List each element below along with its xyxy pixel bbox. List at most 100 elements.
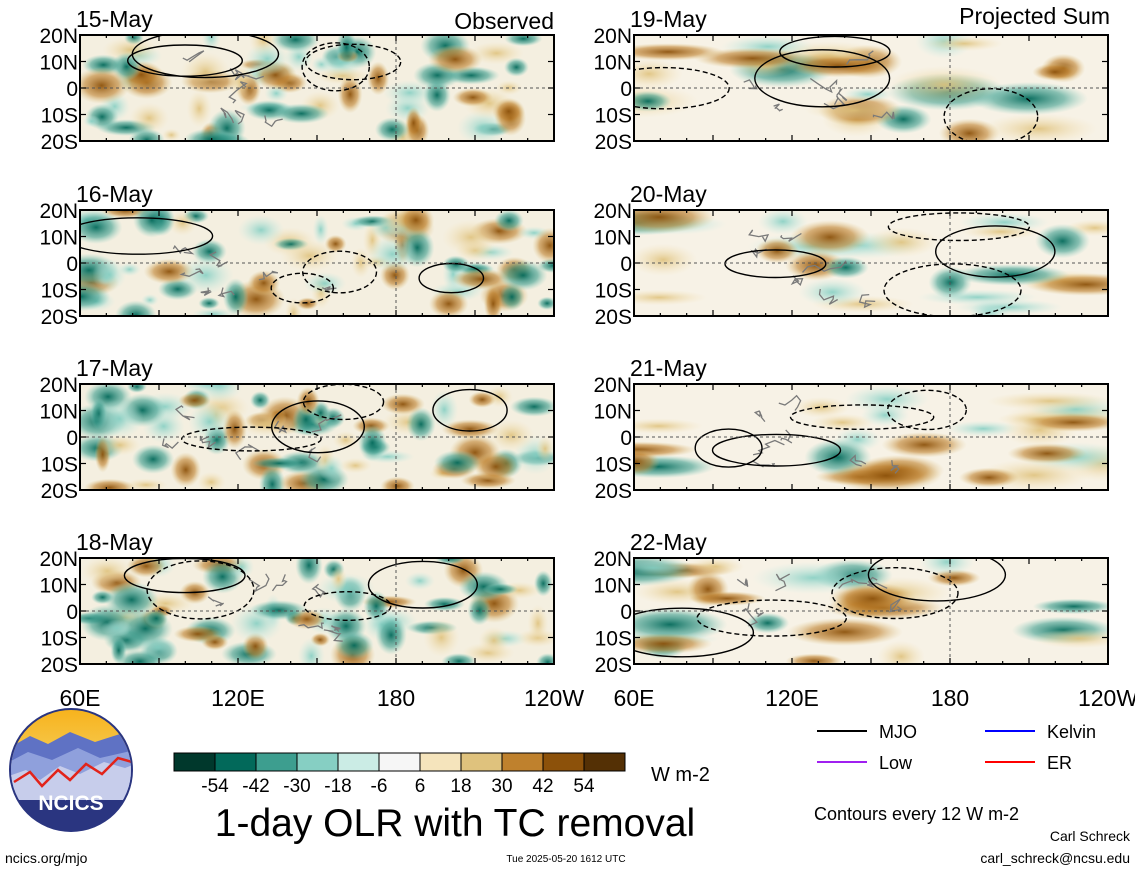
olr-anomaly-blob — [745, 612, 790, 634]
olr-anomaly-blob — [634, 607, 728, 642]
olr-anomaly-blob — [535, 436, 554, 462]
olr-anomaly-blob — [128, 128, 165, 141]
olr-anomaly-blob — [222, 278, 249, 316]
olr-anomaly-blob — [509, 396, 554, 417]
colorbar-tick: 30 — [491, 776, 512, 797]
olr-anomaly-blob — [980, 113, 1098, 141]
olr-anomaly-blob — [162, 128, 181, 141]
coastline — [274, 420, 288, 434]
olr-anomaly-blob — [946, 420, 1021, 437]
olr-anomaly-blob — [183, 128, 238, 141]
coastline — [199, 435, 216, 449]
coastline — [741, 603, 758, 627]
coastline — [264, 115, 283, 128]
olr-anomaly-blob — [822, 256, 869, 279]
coastline — [846, 50, 874, 65]
lon-tick-label: 120W — [524, 685, 584, 711]
lon-tick-label: 120E — [211, 685, 265, 711]
colorbar-swatch — [378, 752, 421, 772]
olr-anomaly-blob — [986, 391, 1108, 411]
colorbar-swatch — [583, 752, 626, 772]
lat-tick-label: 10S — [595, 105, 632, 128]
mjo-contour — [943, 88, 1039, 141]
lat-tick-label: 20N — [593, 374, 632, 397]
coastline — [872, 111, 895, 120]
olr-anomaly-blob — [329, 565, 348, 593]
mjo-contour — [887, 389, 968, 431]
legend-label: Low — [879, 753, 913, 773]
olr-anomaly-blob — [810, 413, 875, 432]
olr-anomaly-blob — [503, 57, 529, 77]
colorbar-tick-labels: -54 -42 -30 -18 -6 6 18 30 42 54 — [201, 776, 595, 797]
logo-text: NCICS — [38, 792, 103, 815]
panel-date: 22-May — [630, 529, 707, 555]
olr-anomaly-blob — [1032, 598, 1108, 615]
olr-anomaly-blob — [861, 403, 910, 427]
coastline — [773, 103, 783, 112]
olr-anomaly-blob — [126, 384, 147, 393]
olr-anomaly-blob — [785, 653, 843, 664]
olr-anomaly-blob — [170, 452, 202, 488]
olr-panels: 15-May20N10N010S20S16-May20N10N010S20S17… — [39, 6, 1109, 677]
colorbar-tick: 54 — [573, 776, 595, 797]
lat-tick-label: 20S — [41, 480, 78, 503]
olr-anomaly-blob — [237, 214, 285, 246]
panel-date: 16-May — [76, 181, 153, 207]
olr-anomaly-blob — [494, 210, 524, 232]
olr-anomaly-blob — [1021, 413, 1108, 432]
olr-anomaly-blob — [881, 432, 967, 458]
colorbar-swatch — [296, 752, 339, 772]
coastline — [775, 573, 791, 592]
colorbar-swatch — [214, 752, 257, 772]
coastline — [780, 232, 802, 242]
olr-anomaly-blob — [634, 560, 689, 575]
olr-anomaly-blob — [250, 391, 271, 410]
olr-anomaly-blob — [473, 451, 518, 482]
coastline — [752, 460, 776, 468]
coastline — [755, 607, 764, 618]
olr-anomaly-blob — [492, 97, 526, 126]
lat-tick-label: 10S — [595, 454, 632, 477]
coastline — [849, 454, 867, 467]
olr-anomaly-blob — [188, 402, 231, 442]
olr-anomaly-blob — [406, 407, 436, 442]
olr-anomaly-blob — [482, 583, 518, 596]
mjo-contour — [271, 400, 366, 454]
olr-anomaly-blob — [252, 457, 306, 470]
olr-anomaly-blob — [1032, 63, 1078, 81]
colorbar-swatch — [460, 752, 503, 772]
coastline — [750, 247, 767, 259]
lat-tick-label: 10N — [593, 401, 632, 424]
lat-tick-label: 10S — [41, 280, 78, 303]
olr-anomaly-blob — [423, 618, 460, 657]
olr-anomaly-blob — [228, 558, 255, 579]
olr-anomaly-blob — [536, 653, 554, 664]
lat-tick-label: 20N — [39, 548, 78, 571]
colorbar-tick: 6 — [415, 776, 426, 797]
olr-anomaly-blob — [478, 626, 510, 655]
olr-anomaly-blob — [380, 476, 415, 490]
olr-anomaly-blob — [483, 285, 503, 316]
coastline — [838, 578, 868, 589]
colorbar-units: W m-2 — [651, 764, 710, 786]
coastline — [888, 598, 903, 613]
olr-anomaly-blob — [634, 633, 713, 655]
lat-tick-label: 0 — [620, 78, 632, 101]
olr-anomaly-blob — [498, 259, 548, 291]
lon-tick-label: 60E — [614, 685, 655, 711]
olr-anomaly-blob — [888, 65, 1001, 104]
coastline — [179, 268, 204, 277]
olr-anomaly-blob — [332, 431, 359, 450]
lat-tick-label: 20N — [593, 200, 632, 223]
lat-tick-label: 10S — [41, 628, 78, 651]
coastline — [220, 107, 235, 124]
olr-anomaly-blob — [798, 277, 867, 307]
lat-tick-label: 10N — [593, 575, 632, 598]
olr-anomaly-blob — [196, 471, 226, 490]
olr-anomaly-blob — [273, 103, 330, 124]
legend-label: Kelvin — [1047, 722, 1096, 742]
mjo-contour — [724, 249, 827, 279]
colorbar-tick: 42 — [532, 776, 553, 797]
olr-anomaly-blob — [318, 454, 345, 483]
